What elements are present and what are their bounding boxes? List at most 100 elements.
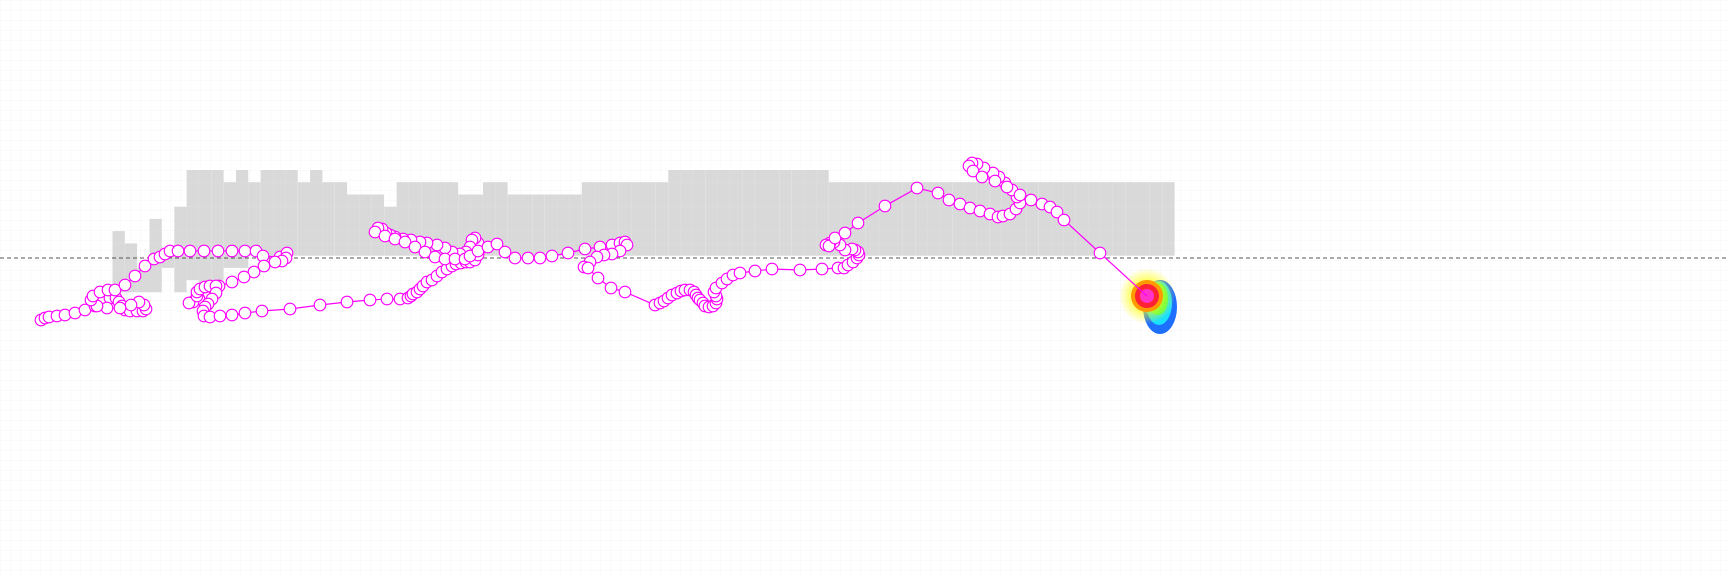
occupied-cell (223, 218, 236, 232)
occupied-cell (1026, 218, 1039, 232)
occupied-cell (1112, 243, 1126, 256)
trajectory-marker (1024, 193, 1038, 207)
occupied-cell (631, 218, 644, 232)
occupied-cell (594, 194, 607, 207)
occupied-cell (705, 231, 718, 244)
occupied-cell (433, 206, 446, 219)
occupied-cell (1038, 243, 1052, 256)
occupied-cell (1149, 243, 1163, 256)
occupied-cell (952, 218, 965, 232)
occupied-cell (186, 194, 199, 207)
occupied-cell (655, 231, 669, 244)
occupied-cell (631, 206, 644, 219)
trajectory-marker (225, 275, 239, 289)
occupied-cell (791, 243, 805, 256)
occupied-cell (211, 194, 224, 207)
trajectory-marker (213, 309, 227, 323)
occupied-cell (458, 218, 471, 232)
occupied-cell (643, 182, 656, 195)
trajectory-marker (733, 266, 747, 280)
occupied-cell (310, 218, 323, 232)
occupied-cell (198, 231, 212, 244)
occupied-cell (668, 243, 681, 256)
occupied-cell (520, 218, 533, 232)
occupied-cell (285, 170, 298, 183)
trajectory-marker (225, 308, 239, 322)
occupied-cell (890, 231, 903, 244)
occupied-cell (865, 243, 879, 256)
occupied-cell (371, 194, 385, 207)
trajectory-marker (878, 199, 892, 213)
occupied-cell (322, 182, 335, 195)
occupied-cell (433, 218, 446, 232)
occupied-cell (1149, 182, 1163, 195)
occupied-cell (174, 280, 187, 293)
occupied-cell (767, 243, 780, 256)
occupied-cell (853, 194, 866, 207)
trajectory-marker (838, 226, 852, 240)
occupied-cell (1112, 218, 1126, 232)
occupied-cell (421, 218, 434, 232)
occupied-cell (470, 206, 483, 219)
occupied-cell (680, 206, 693, 219)
occupied-cell (1125, 182, 1138, 195)
occupied-cell (236, 170, 249, 183)
occupied-cell (273, 194, 286, 207)
occupied-cell (742, 243, 755, 256)
trajectory-marker (765, 262, 779, 276)
occupied-cell (643, 206, 656, 219)
occupied-cell (705, 243, 718, 256)
occupied-cell (1038, 218, 1052, 232)
trajectory-marker (966, 164, 980, 178)
occupied-cell (865, 231, 879, 244)
occupied-cell (544, 231, 558, 244)
occupied-cell (606, 206, 619, 219)
occupied-cell (680, 231, 693, 244)
occupied-cell (273, 231, 286, 244)
occupied-cell (334, 243, 348, 256)
occupied-cell (754, 194, 767, 207)
occupied-cell (371, 243, 385, 256)
trajectory-marker (490, 237, 504, 251)
occupied-cell (1063, 182, 1076, 195)
trajectory-marker (108, 283, 122, 297)
occupied-cell (297, 182, 311, 195)
occupied-cell (754, 243, 767, 256)
occupied-cell (198, 206, 212, 219)
occupied-cell (828, 194, 842, 207)
occupied-cell (1088, 182, 1101, 195)
occupied-cell (939, 206, 953, 219)
occupied-cell (692, 243, 706, 256)
occupied-cell (507, 206, 520, 219)
trajectory-marker (988, 174, 1002, 188)
occupied-cell (236, 182, 249, 195)
occupied-cell (680, 218, 693, 232)
trajectory-marker (942, 193, 956, 207)
occupied-cell (260, 194, 273, 207)
occupied-cell (767, 218, 780, 232)
occupied-cell (1100, 206, 1113, 219)
trajectory-marker (748, 264, 762, 278)
occupied-cell (569, 218, 582, 232)
occupied-cell (730, 170, 743, 183)
occupied-cell (470, 194, 483, 207)
occupied-cell (643, 194, 656, 207)
occupied-cell (668, 206, 681, 219)
occupied-cell (939, 218, 953, 232)
occupied-cell (334, 231, 348, 244)
occupied-cells (112, 170, 1175, 293)
occupied-cell (285, 194, 298, 207)
trajectory-marker (182, 296, 196, 310)
occupied-cell (236, 206, 249, 219)
occupied-cell (618, 206, 632, 219)
occupied-cell (1162, 206, 1175, 219)
occupied-cell (421, 194, 434, 207)
trajectory-marker (255, 304, 269, 318)
occupied-cell (495, 182, 508, 195)
occupied-cell (1100, 194, 1113, 207)
trajectory-marker (313, 298, 327, 312)
occupied-cell (1001, 243, 1014, 256)
occupied-cell (198, 218, 212, 232)
occupied-cell (1162, 218, 1175, 232)
occupied-cell (1100, 218, 1113, 232)
